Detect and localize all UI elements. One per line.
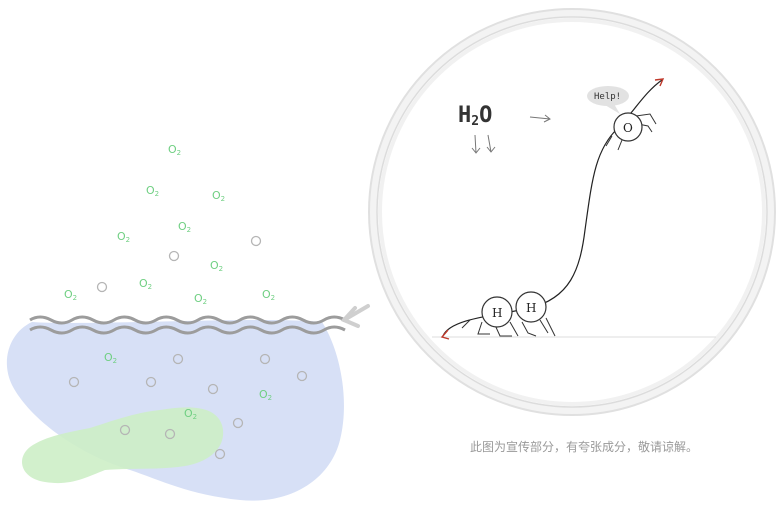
magnifier-shadow [378, 18, 766, 406]
bubble [259, 353, 271, 365]
o2-label: O2 [184, 407, 197, 421]
hydrogen-atom-1-label: H [492, 306, 502, 320]
speech-bubble-shape [587, 86, 629, 106]
wave-line-top [29, 315, 346, 325]
o2-label: O2 [146, 184, 159, 198]
oxygen-labels: O2 O2 O2 O2 O2 O2 O2 O2 O2 O2 O2 O2 O2 [64, 143, 275, 421]
zoom-pointer-arrow [340, 304, 370, 328]
o2-label: O2 [168, 143, 181, 157]
bubble [250, 235, 262, 247]
o2-label: O2 [259, 388, 272, 402]
help-text: Help! [594, 92, 621, 102]
bubble [232, 417, 244, 429]
bubble [168, 250, 180, 262]
o2-label: O2 [178, 220, 191, 234]
bubble [296, 370, 308, 382]
down-arrow [486, 134, 496, 153]
h2o-formula: H2O [458, 103, 492, 129]
trajectory-arrowhead-left [440, 329, 450, 340]
bubble [164, 428, 176, 440]
oxygen-atom-circle [613, 112, 643, 142]
o2-label: O2 [210, 259, 223, 273]
o2-label: O2 [117, 230, 130, 244]
bubble [214, 448, 226, 460]
o2-label: O2 [104, 351, 117, 365]
magnifier-ring-inner [376, 16, 768, 408]
hydrogen-atom-1 [481, 296, 513, 328]
o2-label: O2 [194, 292, 207, 306]
arrow-shaft [342, 304, 370, 322]
help-speech-bubble: Help! [587, 86, 629, 114]
formula-arrows [471, 114, 551, 154]
bubble [172, 353, 184, 365]
bubble [145, 376, 157, 388]
hydrogen-atoms: H H [461, 291, 556, 337]
o2-label: O2 [139, 277, 152, 291]
green-patch [22, 407, 224, 484]
bubble [96, 281, 108, 293]
disclaimer-caption: 此图为宣传部分，有夸张成分，敬请谅解。 [470, 440, 699, 454]
oxygen-atom-label: O [623, 121, 633, 135]
bubbles [68, 235, 308, 460]
speech-bubble-tail [605, 104, 620, 114]
hydrogen-atom-2-label: H [526, 301, 536, 315]
o2-label: O2 [212, 189, 225, 203]
magnifier-circle: H2O Help! O H H [368, 8, 776, 416]
water-surface-waves [29, 315, 346, 335]
o2-label: O2 [262, 288, 275, 302]
right-arrow [529, 114, 551, 123]
oxygen-atom: O [605, 112, 657, 151]
hydrogen-legs [461, 317, 556, 337]
o2-label: O2 [64, 288, 77, 302]
bubble [207, 383, 219, 395]
water-scene [6, 320, 344, 501]
bubble [119, 424, 131, 436]
bubble [68, 376, 80, 388]
down-arrow [471, 134, 481, 154]
hydrogen-atom-2 [515, 291, 547, 323]
oxygen-legs [605, 113, 657, 151]
wave-line-bottom [29, 325, 346, 335]
trajectory-arrowhead-top [654, 78, 665, 87]
